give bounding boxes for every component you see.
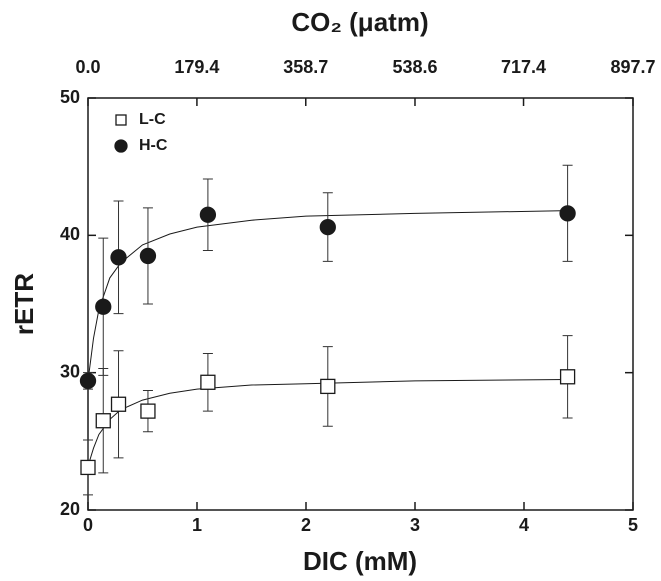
x2-tick-label: 717.4	[501, 57, 546, 77]
x2-tick-label: 358.7	[283, 57, 328, 77]
legend-marker	[114, 139, 128, 153]
plot-frame	[87, 97, 634, 511]
x-tick-label: 3	[410, 515, 420, 535]
legend-label: H-C	[139, 137, 168, 154]
x-tick-label: 2	[301, 515, 311, 535]
point	[110, 396, 127, 412]
legend-marker	[115, 114, 127, 126]
point	[95, 298, 112, 315]
x2-tick-label: 897.7	[610, 57, 655, 77]
y-tick-label: 50	[60, 87, 80, 107]
point	[320, 378, 336, 395]
fit-line	[87, 210, 568, 381]
y-axis-title: rETR	[9, 273, 39, 335]
point	[80, 459, 96, 476]
x2-axis-title: CO₂ (μatm)	[291, 7, 428, 37]
point	[139, 247, 157, 265]
x-tick-label: 4	[519, 515, 529, 535]
y-tick-label: 40	[60, 224, 80, 244]
x2-tick-label: 179.4	[174, 57, 219, 77]
y-tick-label: 20	[60, 499, 80, 519]
point	[319, 218, 336, 236]
point	[95, 413, 111, 429]
y-tick-label: 30	[60, 361, 80, 381]
point	[559, 205, 576, 222]
point	[559, 369, 576, 385]
point	[110, 249, 127, 266]
point	[200, 374, 216, 390]
x-axis-title: DIC (mM)	[303, 546, 417, 576]
legend-label: L-C	[139, 111, 166, 128]
x-tick-label: 0	[83, 515, 93, 535]
point	[140, 403, 156, 419]
x-tick-label: 5	[628, 515, 638, 535]
x2-tick-label: 0.0	[75, 57, 100, 77]
x2-tick-label: 538.6	[392, 57, 437, 77]
x-tick-label: 1	[192, 515, 202, 535]
point	[199, 206, 217, 223]
point	[79, 372, 97, 390]
